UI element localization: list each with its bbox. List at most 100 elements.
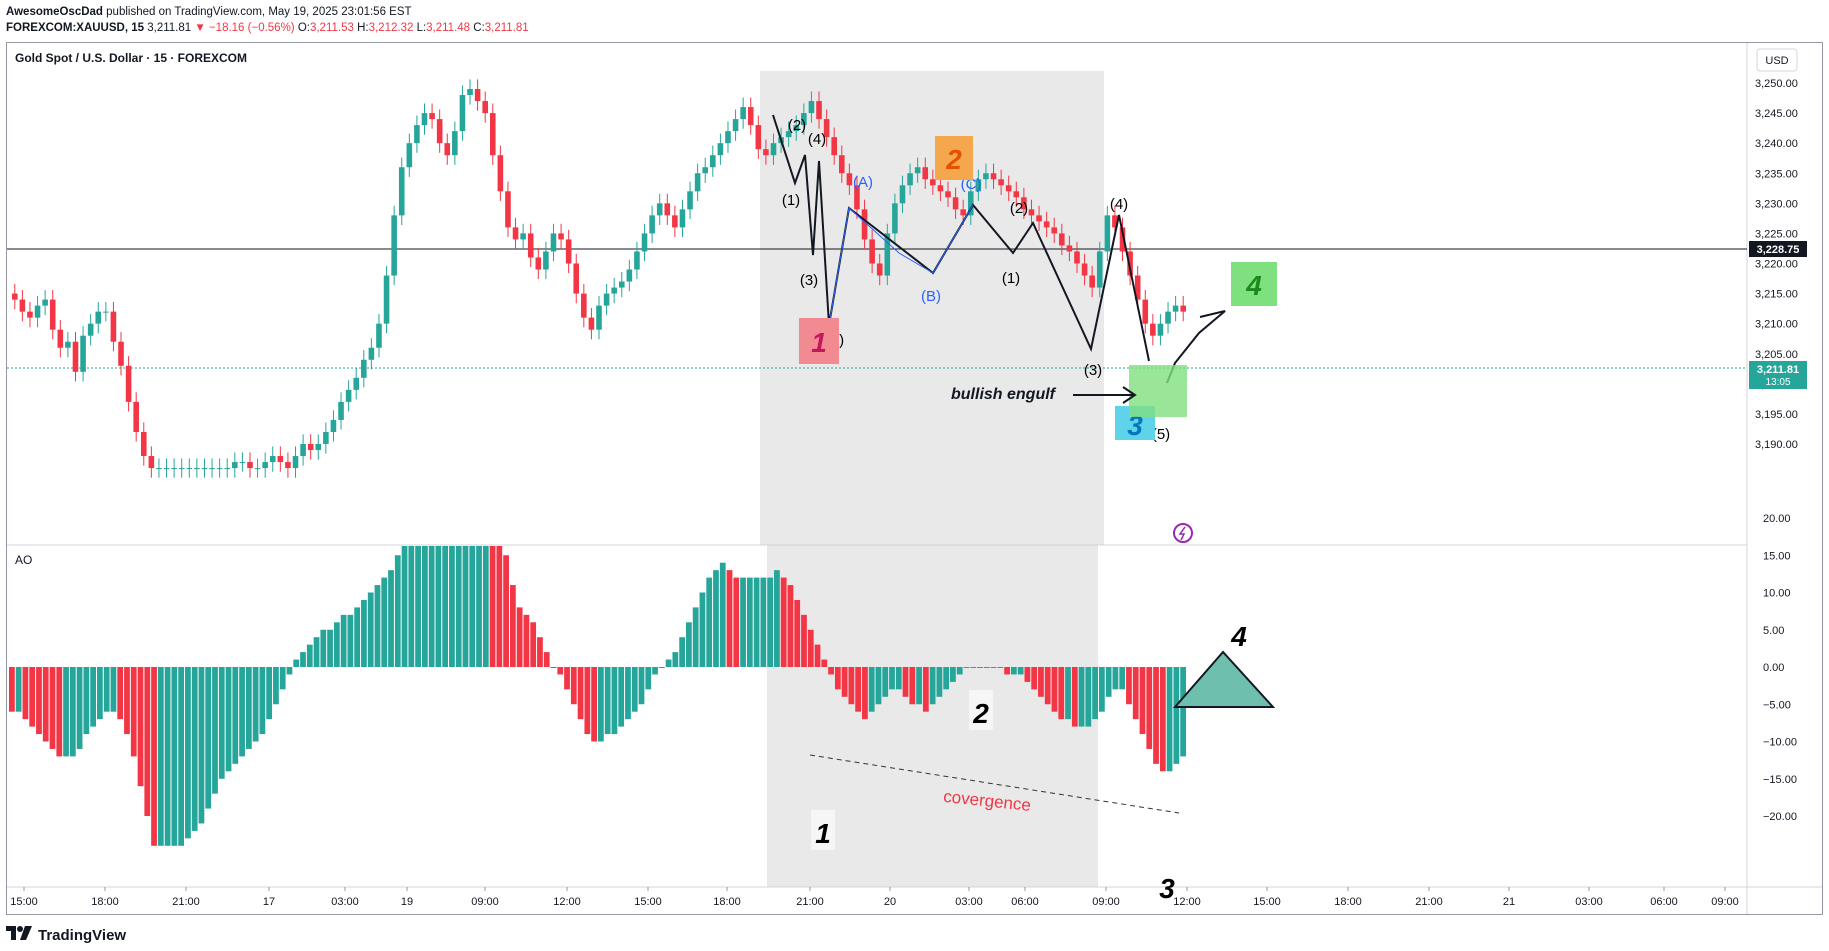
candle-body[interactable] bbox=[626, 269, 633, 282]
candle-body[interactable] bbox=[239, 462, 246, 464]
ao-bar[interactable] bbox=[787, 585, 794, 667]
candle-body[interactable] bbox=[133, 401, 139, 432]
ao-bar[interactable] bbox=[482, 546, 489, 667]
candle-body[interactable] bbox=[285, 462, 291, 469]
ao-bar[interactable] bbox=[686, 622, 692, 667]
ao-bar[interactable] bbox=[36, 667, 42, 735]
candle-body[interactable] bbox=[474, 89, 481, 102]
ao-bar[interactable] bbox=[692, 607, 699, 667]
candle-body[interactable] bbox=[740, 107, 746, 120]
publisher-name[interactable]: AwesomeOscDad bbox=[6, 6, 103, 18]
candle-body[interactable] bbox=[694, 173, 701, 192]
candle-body[interactable] bbox=[1104, 215, 1111, 252]
alert-icon[interactable] bbox=[1173, 523, 1193, 543]
ao-bar[interactable] bbox=[862, 667, 868, 720]
candle-body[interactable] bbox=[1134, 275, 1141, 300]
ao-bar[interactable] bbox=[774, 570, 780, 667]
ao-bar[interactable] bbox=[625, 667, 631, 720]
candle-body[interactable] bbox=[383, 275, 390, 324]
ao-bar[interactable] bbox=[631, 667, 638, 712]
candle-body[interactable] bbox=[65, 341, 71, 348]
ao-bar[interactable] bbox=[340, 614, 347, 667]
candle-body[interactable] bbox=[452, 131, 458, 156]
candle-body[interactable] bbox=[755, 125, 762, 150]
ao-bar[interactable] bbox=[503, 555, 509, 667]
candle-body[interactable] bbox=[892, 203, 898, 234]
ao-bar[interactable] bbox=[882, 667, 889, 697]
ao-bar[interactable] bbox=[956, 667, 963, 675]
candle-body[interactable] bbox=[952, 197, 959, 210]
candle-body[interactable] bbox=[1142, 299, 1149, 324]
candle-body[interactable] bbox=[611, 287, 617, 294]
chart-container[interactable]: Gold Spot / U.S. Dollar · 15 · FOREXCOM … bbox=[6, 42, 1823, 915]
candle-body[interactable] bbox=[983, 173, 989, 180]
candle-body[interactable] bbox=[960, 209, 966, 216]
candle-body[interactable] bbox=[497, 155, 504, 192]
ao-bar[interactable] bbox=[828, 667, 834, 675]
ao-bar[interactable] bbox=[1004, 667, 1010, 675]
ao-bar[interactable] bbox=[834, 667, 841, 690]
candle-body[interactable] bbox=[770, 143, 777, 156]
ao-bar[interactable] bbox=[543, 652, 550, 667]
candle-body[interactable] bbox=[489, 113, 496, 156]
ao-bar[interactable] bbox=[1010, 667, 1017, 675]
candle-body[interactable] bbox=[861, 209, 868, 240]
wave-box-1[interactable] bbox=[799, 318, 839, 364]
ao-bar[interactable] bbox=[929, 667, 936, 705]
ao-bar[interactable] bbox=[49, 667, 56, 749]
ao-bar[interactable] bbox=[719, 562, 726, 667]
candle-body[interactable] bbox=[922, 167, 929, 180]
chart-canvas[interactable]: Gold Spot / U.S. Dollar · 15 · FOREXCOM … bbox=[7, 43, 1822, 914]
ao-bar[interactable] bbox=[713, 570, 719, 667]
ao-bar[interactable] bbox=[367, 592, 374, 668]
candle-body[interactable] bbox=[1157, 323, 1164, 336]
candle-body[interactable] bbox=[194, 468, 200, 470]
candle-body[interactable] bbox=[1127, 251, 1133, 276]
ao-bar[interactable] bbox=[29, 667, 36, 727]
candle-body[interactable] bbox=[118, 341, 124, 366]
ao-bar[interactable] bbox=[1024, 667, 1031, 682]
ao-bar[interactable] bbox=[1092, 667, 1098, 720]
ao-bar[interactable] bbox=[983, 667, 990, 668]
candle-body[interactable] bbox=[110, 311, 117, 342]
ao-bar[interactable] bbox=[185, 667, 191, 839]
candle-body[interactable] bbox=[300, 444, 306, 457]
candle-body[interactable] bbox=[125, 365, 132, 402]
ao-bar[interactable] bbox=[300, 652, 306, 667]
candle-body[interactable] bbox=[1028, 209, 1035, 216]
candle-body[interactable] bbox=[140, 431, 147, 457]
candle-body[interactable] bbox=[1005, 185, 1012, 192]
candle-body[interactable] bbox=[391, 215, 397, 276]
ao-bar[interactable] bbox=[706, 577, 713, 667]
ao-bar[interactable] bbox=[69, 667, 76, 757]
ao-bar[interactable] bbox=[1146, 667, 1153, 749]
candle-body[interactable] bbox=[254, 468, 261, 470]
candle-body[interactable] bbox=[1150, 323, 1156, 336]
ao-bar[interactable] bbox=[760, 577, 767, 667]
ao-bar[interactable] bbox=[1071, 667, 1078, 727]
ao-bar[interactable] bbox=[83, 667, 90, 735]
candle-body[interactable] bbox=[672, 215, 678, 228]
ao-bar[interactable] bbox=[347, 614, 354, 667]
ao-bar[interactable] bbox=[550, 667, 557, 668]
candle-body[interactable] bbox=[224, 468, 231, 470]
candle-body[interactable] bbox=[945, 191, 951, 198]
candle-body[interactable] bbox=[421, 113, 428, 126]
ao-bar[interactable] bbox=[699, 592, 706, 668]
ao-bar[interactable] bbox=[9, 667, 15, 712]
candle-body[interactable] bbox=[42, 299, 48, 306]
candle-body[interactable] bbox=[1165, 311, 1171, 324]
candle-body[interactable] bbox=[717, 143, 724, 156]
candle-body[interactable] bbox=[353, 377, 360, 390]
candle-body[interactable] bbox=[588, 317, 595, 330]
candle-body[interactable] bbox=[1059, 233, 1065, 246]
candle-body[interactable] bbox=[315, 444, 322, 451]
candle-body[interactable] bbox=[338, 401, 344, 420]
candle-body[interactable] bbox=[854, 185, 860, 210]
candle-body[interactable] bbox=[269, 456, 276, 463]
ao-bar[interactable] bbox=[442, 546, 449, 667]
ao-bar[interactable] bbox=[889, 667, 895, 690]
ao-bar[interactable] bbox=[821, 659, 828, 667]
ao-bar[interactable] bbox=[388, 570, 394, 667]
candle-body[interactable] bbox=[103, 311, 109, 313]
